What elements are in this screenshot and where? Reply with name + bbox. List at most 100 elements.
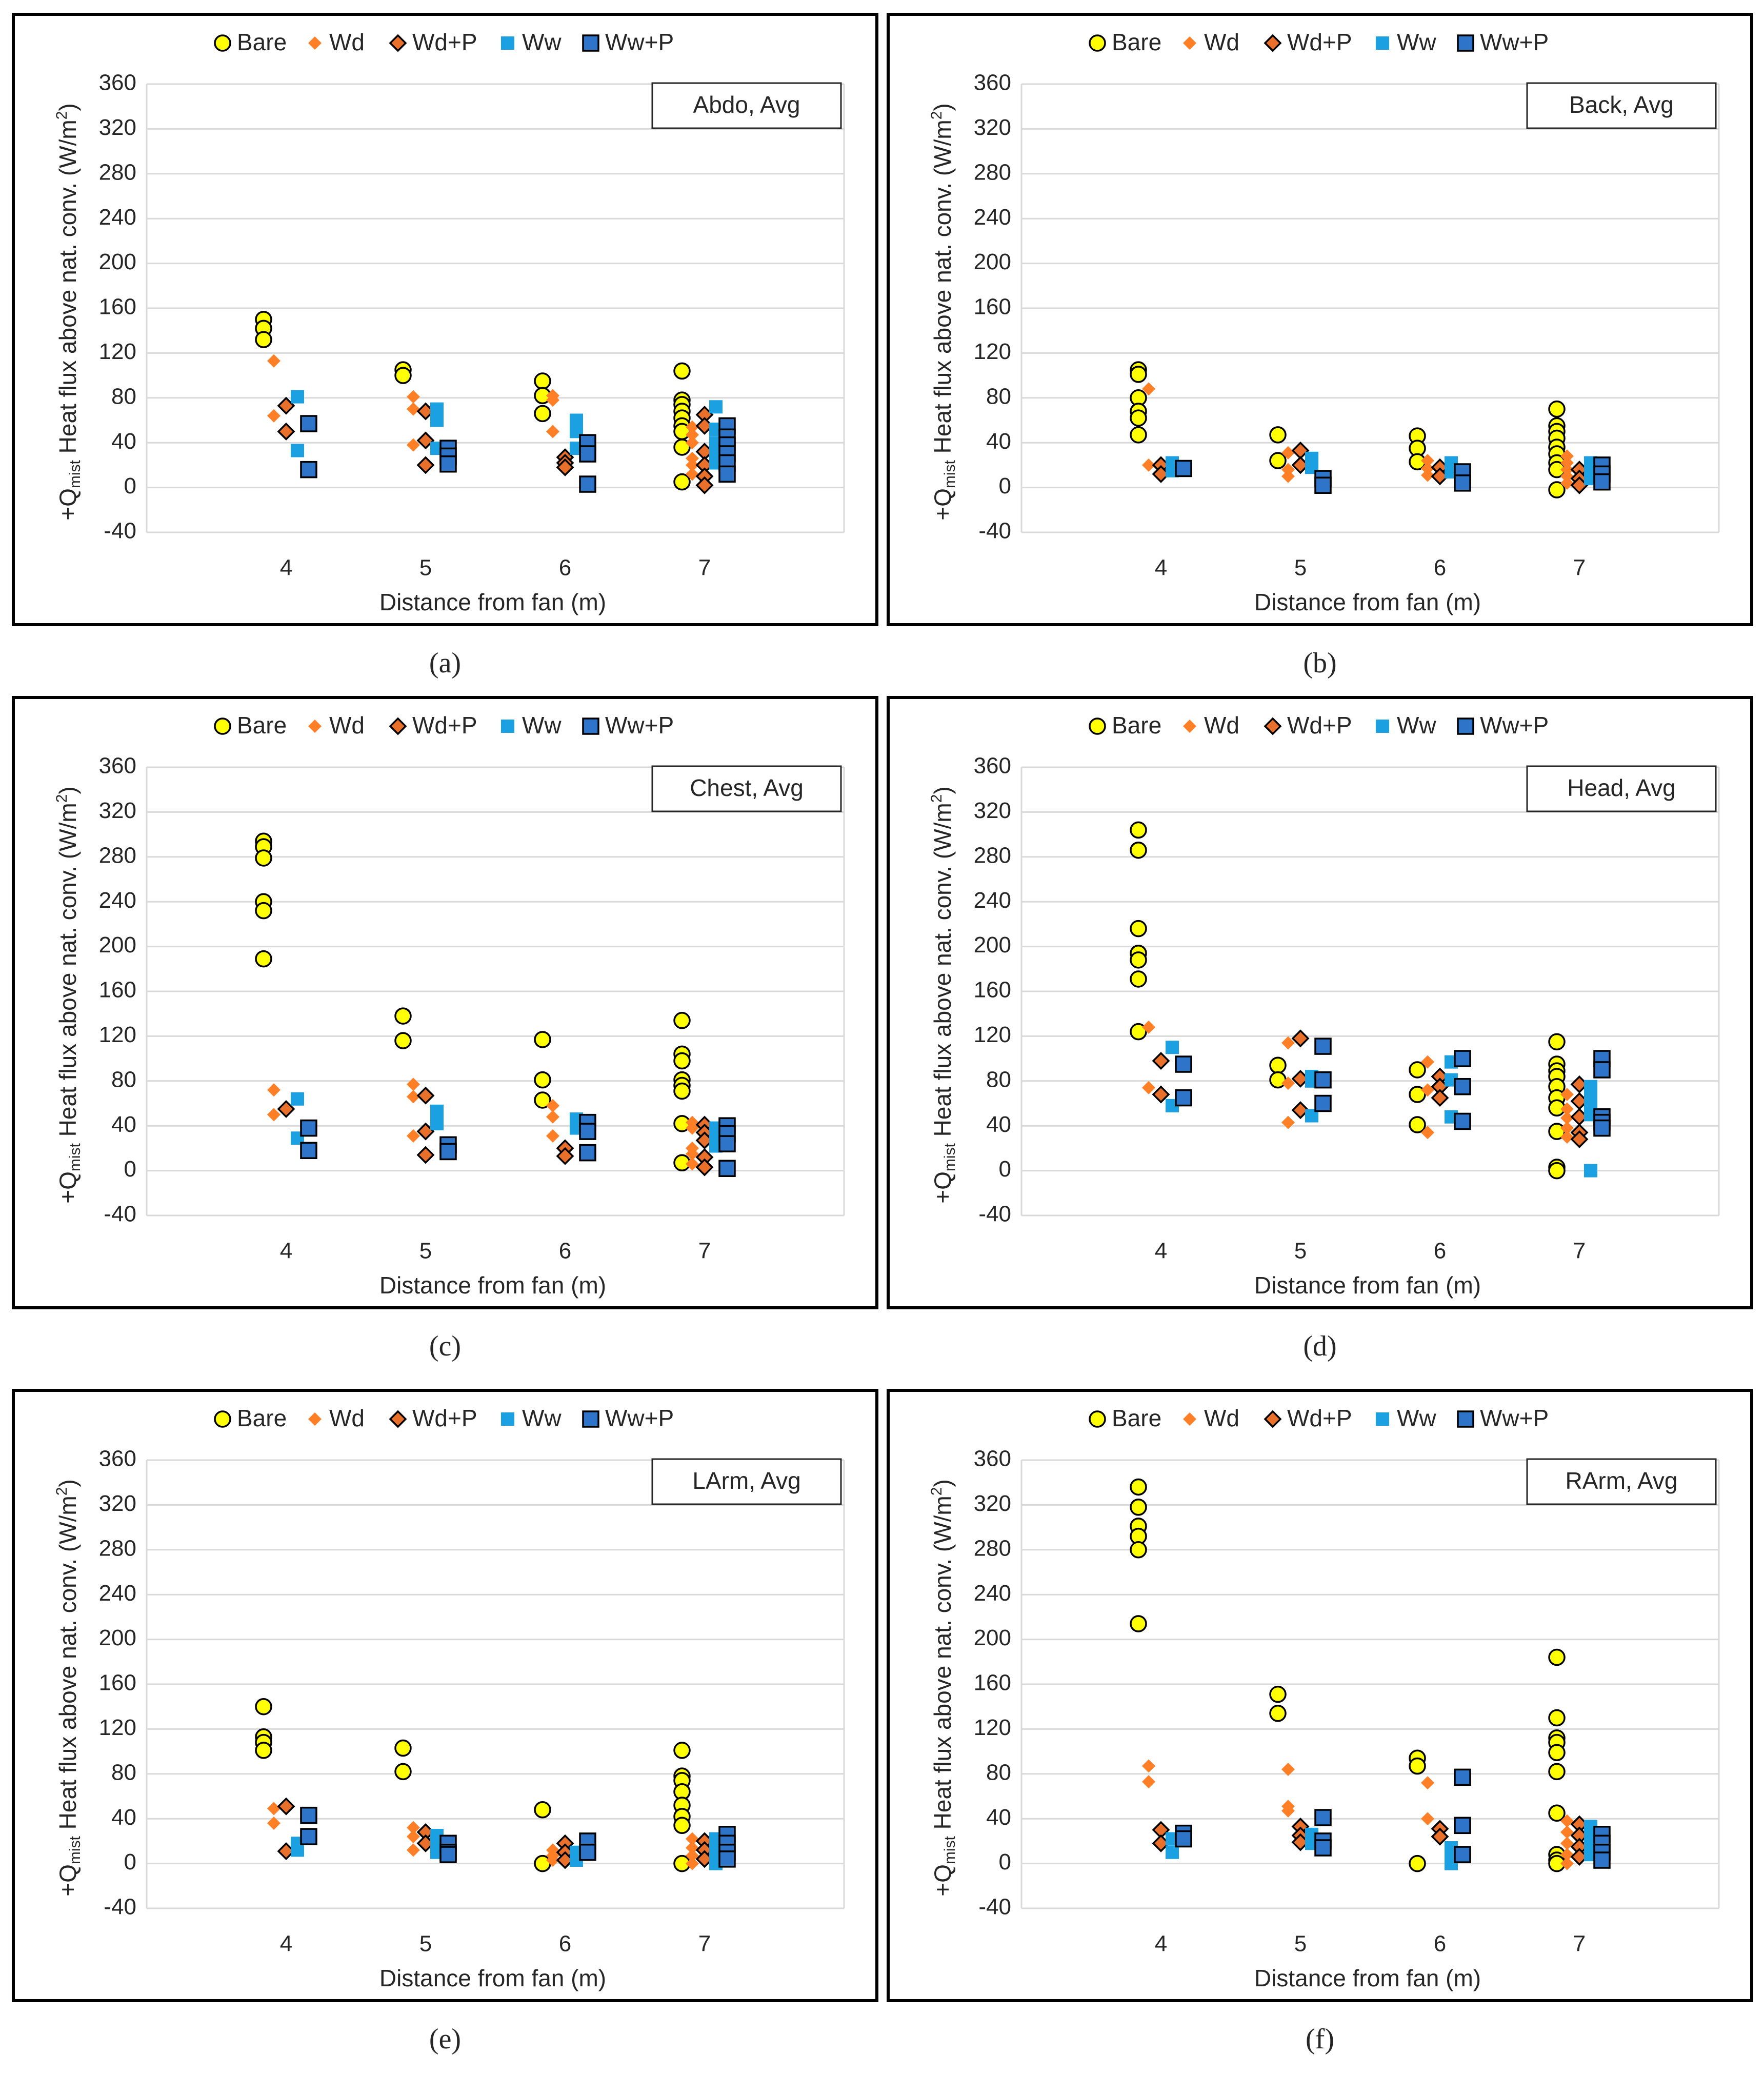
legend-label-wd: Wd (329, 29, 365, 55)
data-point-wd (1421, 1776, 1434, 1790)
data-point-wd (686, 428, 699, 442)
legend-label-bare: Bare (1112, 1405, 1161, 1431)
y-tick-label: 360 (974, 70, 1011, 95)
y-tick-label: 280 (974, 159, 1011, 185)
x-tick-label: 5 (419, 1239, 432, 1264)
data-point-bare (673, 1052, 691, 1070)
data-point-ww (291, 390, 304, 404)
data-point-wd (267, 1108, 280, 1122)
data-point-bare (1269, 1071, 1287, 1089)
chart-title: Chest, Avg (690, 774, 804, 801)
legend-label-bare: Bare (237, 712, 287, 739)
y-tick-label: 40 (111, 1805, 136, 1830)
data-point-wd (1281, 1115, 1295, 1129)
data-point-wd (686, 1832, 699, 1846)
y-label-prefix: +Q (929, 1171, 956, 1204)
x-tick-label: 7 (698, 1239, 711, 1264)
data-point-wwp (1175, 1830, 1192, 1848)
y-label-sup: 2 (928, 1487, 945, 1496)
y-axis-label: +Qmist Heat flux above nat. conv. (W/m2) (928, 103, 958, 521)
y-tick-label: -40 (978, 1202, 1011, 1227)
legend-marker-wd (308, 720, 322, 733)
data-point-wd (1560, 1088, 1574, 1102)
data-point-bare (1130, 1023, 1147, 1041)
data-point-wd (407, 1843, 420, 1857)
y-label-subscript: mist (941, 1143, 958, 1171)
x-tick-label: 6 (559, 555, 571, 581)
data-point-wdp (1291, 1029, 1310, 1048)
chart-panel-4: 360 320 280 240 200 160 120 80 40 0 -40 4 5 6 7 Distanc… (887, 696, 1753, 1309)
chart-panel-5: 360 320 280 240 200 160 120 80 40 0 -40 4 5 6 7 Distanc… (12, 1389, 878, 2002)
y-tick-label: 240 (974, 205, 1011, 230)
data-point-wwp (718, 1135, 736, 1152)
data-point-ww (1584, 1164, 1597, 1178)
data-point-bare (1269, 1705, 1287, 1722)
y-tick-label: 0 (124, 1156, 136, 1182)
data-point-wdp (1291, 1101, 1310, 1120)
y-tick-label: 200 (99, 249, 136, 274)
y-label-prefix: +Q (54, 1171, 81, 1204)
x-tick-label: 7 (698, 555, 711, 581)
legend-label-bare: Bare (237, 29, 287, 55)
data-point-wd (1281, 446, 1295, 460)
legend-label-wd: Wd (1204, 29, 1239, 55)
legend-marker-wwp (582, 34, 599, 52)
data-point-ww (430, 1116, 444, 1130)
data-point-bare (1548, 1162, 1566, 1180)
y-label-sup: 2 (928, 111, 945, 120)
y-tick-label: 200 (974, 1625, 1011, 1650)
data-point-ww (709, 400, 723, 414)
data-point-wwp (1454, 1050, 1471, 1067)
y-tick-label: 360 (99, 70, 136, 95)
data-point-wd (546, 1110, 559, 1124)
legend-marker-ww (1376, 36, 1389, 50)
y-tick-label: 120 (974, 1715, 1011, 1740)
data-point-bare (1409, 1757, 1426, 1775)
data-point-wdp (416, 1086, 435, 1105)
legend-marker-bare (214, 1410, 231, 1428)
x-tick-label: 4 (1155, 555, 1167, 581)
data-point-wdp (416, 1146, 435, 1164)
legend-marker-ww (1376, 720, 1389, 733)
x-tick-label: 5 (1294, 1931, 1307, 1957)
data-point-wwp (300, 1828, 317, 1845)
x-axis-label: Distance from fan (m) (1254, 1965, 1481, 1991)
data-point-wdp (695, 1158, 714, 1176)
y-tick-label: 160 (99, 978, 136, 1003)
legend-label-bare: Bare (1112, 29, 1161, 55)
data-point-wwp (1593, 1851, 1611, 1869)
y-tick-label: 320 (974, 115, 1011, 140)
y-tick-label: 120 (99, 339, 136, 364)
data-point-wwp (1314, 1094, 1332, 1112)
y-tick-label: 320 (974, 798, 1011, 823)
data-point-bare (1548, 1804, 1566, 1822)
data-point-bare (1130, 821, 1147, 839)
data-point-wwp (1175, 460, 1192, 477)
data-point-wwp (1593, 1119, 1611, 1137)
y-tick-label: 360 (99, 1446, 136, 1471)
y-tick-label: 200 (99, 932, 136, 958)
y-tick-label: 80 (111, 384, 136, 409)
y-tick-label: 160 (99, 294, 136, 320)
y-tick-label: 200 (99, 1625, 136, 1650)
x-tick-label: 7 (1573, 1239, 1586, 1264)
data-point-bare (1548, 1648, 1566, 1666)
chart-title: RArm, Avg (1566, 1467, 1678, 1494)
data-point-ww (1584, 1096, 1597, 1110)
data-point-bare (1409, 1086, 1426, 1103)
legend-marker-wdp (1264, 1410, 1282, 1428)
x-tick-label: 7 (1573, 555, 1586, 581)
y-label-main: Heat flux above nat. conv. (W/m (929, 119, 956, 460)
data-point-ww (430, 1104, 444, 1118)
y-tick-label: 40 (986, 1805, 1011, 1830)
panel-label: (d) (1303, 1330, 1336, 1362)
x-tick-label: 4 (280, 1239, 292, 1264)
x-axis-label: Distance from fan (m) (379, 1965, 606, 1991)
y-tick-label: 0 (999, 1849, 1011, 1874)
data-point-bare (534, 1071, 551, 1089)
legend-label-wd: Wd (329, 1405, 365, 1431)
legend-label-wd: Wd (329, 712, 365, 739)
data-point-wd (267, 1802, 280, 1816)
data-point-wwp (1314, 1071, 1332, 1089)
chart-title: Head, Avg (1567, 774, 1675, 801)
